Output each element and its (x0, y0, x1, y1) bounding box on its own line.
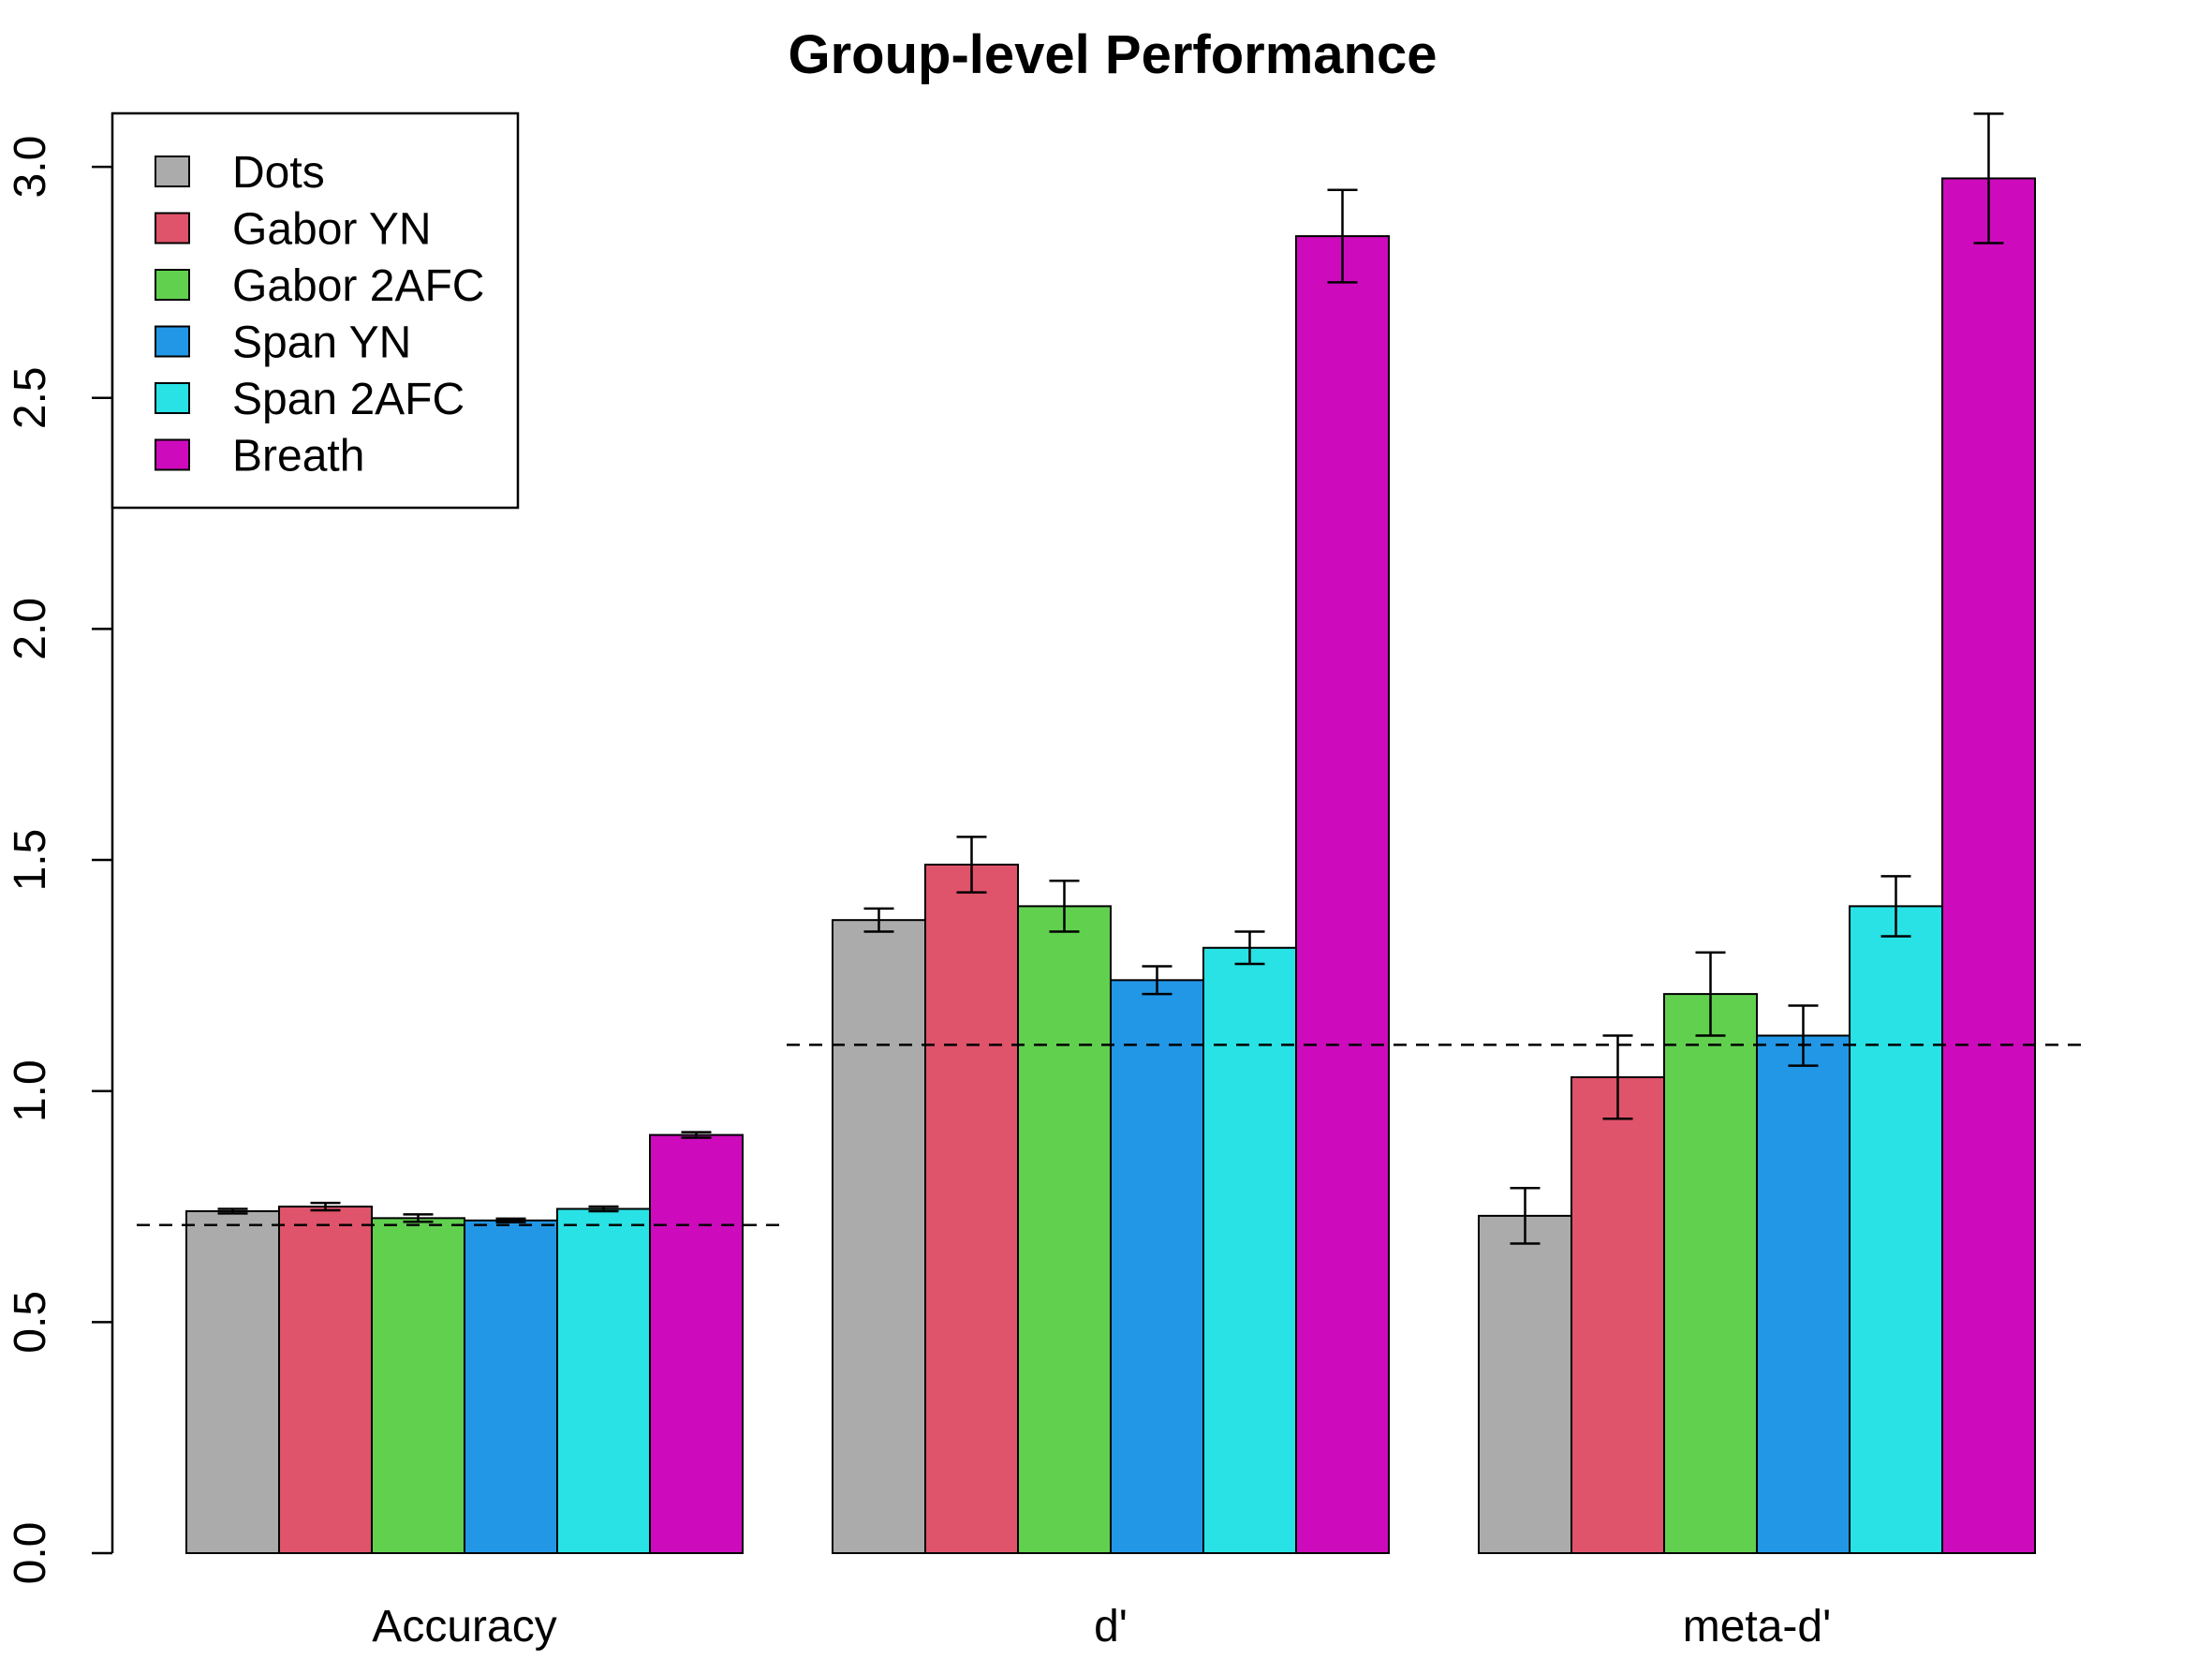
chart-title: Group-level Performance (789, 24, 1438, 85)
bar (1849, 905, 1943, 1554)
y-tick-label: 0.5 (6, 1291, 55, 1354)
y-tick-label: 2.5 (6, 366, 55, 429)
legend-label: Gabor 2AFC (232, 261, 484, 311)
y-axis: 0.0 0.5 1.0 1.5 2.0 2.5 3.0 (6, 136, 114, 1585)
bar (924, 863, 1019, 1554)
legend-swatch (155, 325, 190, 358)
bars (185, 177, 2036, 1555)
legend: Dots Gabor YN Gabor 2AFC Span YN Span 2AFC Br… (111, 111, 520, 510)
bar (1478, 1214, 1572, 1554)
legend-label: Breath (232, 432, 364, 481)
legend-swatch (155, 212, 190, 244)
bar (1017, 905, 1112, 1554)
bar (1202, 946, 1297, 1554)
bar (1941, 177, 2036, 1554)
bar (1663, 993, 1758, 1555)
bar (185, 1209, 280, 1554)
y-tick-label: 1.0 (6, 1059, 55, 1122)
bar (556, 1207, 651, 1554)
y-tick-label: 0.0 (6, 1522, 55, 1585)
legend-swatch (155, 438, 190, 471)
legend-label: Dots (232, 148, 325, 198)
bar (1571, 1075, 1665, 1554)
legend-swatch (155, 269, 190, 301)
category-label: meta-d' (1683, 1602, 1832, 1652)
legend-label: Span YN (232, 318, 411, 368)
bar (1110, 979, 1204, 1554)
legend-swatch (155, 156, 190, 187)
legend-label: Span 2AFC (232, 375, 465, 424)
y-tick-label: 1.5 (6, 829, 55, 892)
error-bars (217, 112, 2004, 1245)
bar (1295, 235, 1390, 1555)
category-label: Accuracy (372, 1602, 556, 1652)
y-tick-label: 3.0 (6, 136, 55, 199)
category-label: d' (1094, 1602, 1128, 1652)
legend-swatch (155, 382, 190, 414)
bar (464, 1219, 558, 1554)
bar (278, 1206, 373, 1555)
bar (649, 1133, 744, 1554)
bar (371, 1217, 465, 1555)
bar (1756, 1034, 1851, 1554)
y-tick-label: 2.0 (6, 598, 55, 660)
legend-label: Gabor YN (232, 205, 432, 255)
bar (832, 919, 926, 1554)
category-labels: Accuracy d' meta-d' (372, 1602, 1831, 1652)
reference-lines (137, 1044, 2087, 1227)
